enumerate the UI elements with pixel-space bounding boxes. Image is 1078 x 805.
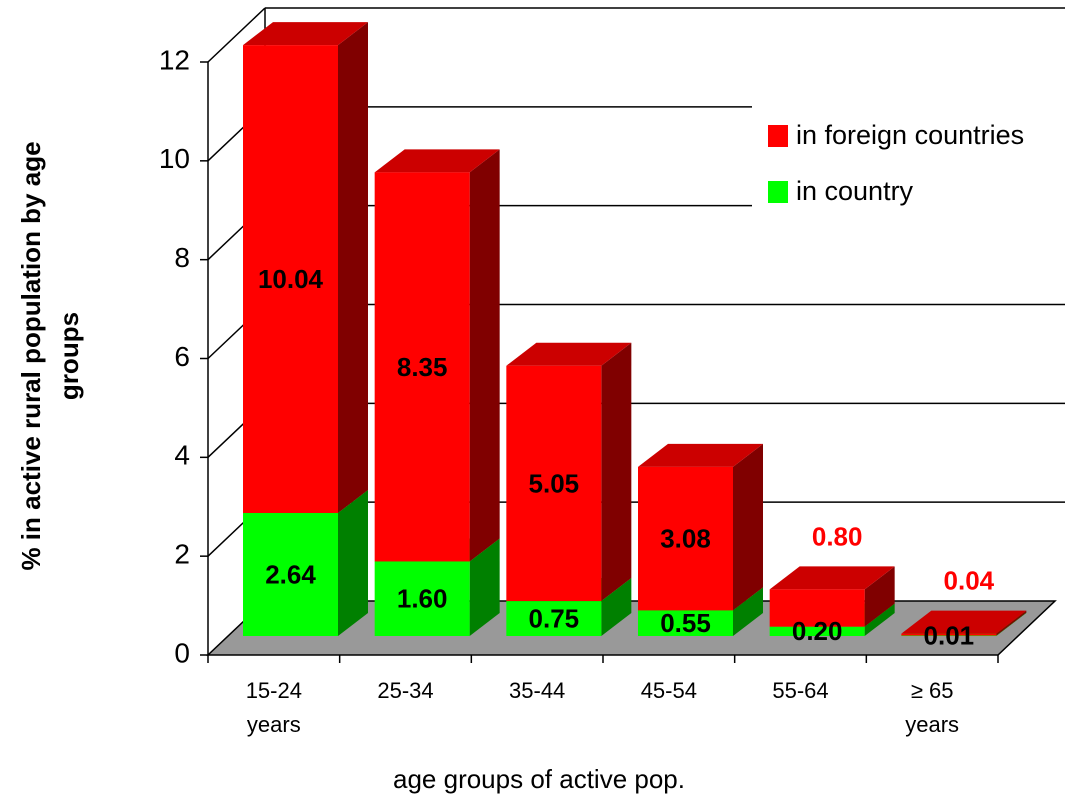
legend-box bbox=[752, 100, 1072, 210]
bar bbox=[769, 589, 865, 627]
label-bg bbox=[799, 522, 876, 555]
bar-side bbox=[996, 612, 1027, 636]
bar-side bbox=[601, 578, 632, 636]
data-label: 2.64 bbox=[265, 559, 316, 589]
grid-depth bbox=[207, 7, 266, 63]
legend-swatch bbox=[768, 181, 788, 203]
legend-label: in foreign countries bbox=[796, 120, 1024, 150]
y-tick-label: 6 bbox=[174, 341, 190, 372]
bar bbox=[769, 626, 865, 636]
y-tick-label: 10 bbox=[159, 143, 190, 174]
data-label: 1.60 bbox=[397, 584, 448, 614]
bar-side bbox=[469, 538, 500, 636]
y-tick-label: 4 bbox=[174, 440, 190, 471]
bar-side bbox=[469, 149, 500, 562]
bar bbox=[374, 172, 470, 562]
data-label: 0.20 bbox=[792, 616, 843, 646]
y-tick-label: 8 bbox=[174, 242, 190, 273]
data-label: 8.35 bbox=[397, 352, 448, 382]
x-tick-label: 15-24 years bbox=[245, 678, 302, 737]
y-tick-label: 12 bbox=[159, 44, 190, 75]
data-label: 3.08 bbox=[660, 523, 711, 553]
bar-top bbox=[506, 342, 632, 366]
bar bbox=[901, 633, 997, 636]
bar-top bbox=[901, 610, 1027, 634]
bar-top bbox=[638, 443, 763, 467]
bar-side bbox=[996, 610, 1027, 636]
bar-side bbox=[864, 603, 895, 636]
y-tick-label: 0 bbox=[174, 637, 190, 668]
bar-side bbox=[601, 342, 632, 602]
data-label: 0.04 bbox=[944, 566, 995, 596]
bar-side bbox=[338, 22, 368, 513]
bar-top bbox=[243, 22, 368, 46]
legend-swatch bbox=[768, 125, 788, 147]
bar-side bbox=[338, 489, 368, 636]
bar bbox=[638, 610, 733, 636]
data-label: 5.05 bbox=[529, 468, 580, 498]
x-tick-label: 35-44 bbox=[509, 678, 566, 703]
legend-label: in country bbox=[796, 176, 914, 206]
x-axis-title: age groups of active pop. bbox=[393, 764, 685, 794]
bar-side bbox=[733, 587, 763, 636]
y-tick-label: 2 bbox=[174, 539, 190, 570]
bar-side bbox=[864, 566, 895, 627]
bar bbox=[243, 45, 338, 513]
data-label: 0.55 bbox=[660, 608, 711, 638]
bar-top bbox=[374, 149, 500, 173]
bar bbox=[638, 466, 733, 611]
label-bg bbox=[930, 566, 1007, 599]
data-label: 0.01 bbox=[924, 621, 975, 651]
bar bbox=[506, 365, 602, 602]
x-tick-label: ≥ 65 years bbox=[905, 678, 960, 737]
data-label: 10.04 bbox=[258, 264, 324, 294]
bar-top bbox=[769, 566, 895, 590]
bar bbox=[506, 601, 602, 636]
bar bbox=[243, 512, 338, 636]
x-tick-label: 25-34 bbox=[377, 678, 434, 703]
bar bbox=[374, 561, 470, 636]
y-axis-title: % in active rural population by age grou… bbox=[16, 141, 84, 571]
x-tick-label: 55-64 bbox=[772, 678, 829, 703]
data-label: 0.75 bbox=[529, 603, 580, 633]
bar bbox=[901, 635, 997, 637]
x-tick-label: 45-54 bbox=[640, 678, 697, 703]
bar-side bbox=[733, 443, 763, 611]
data-label: 0.80 bbox=[812, 521, 863, 551]
